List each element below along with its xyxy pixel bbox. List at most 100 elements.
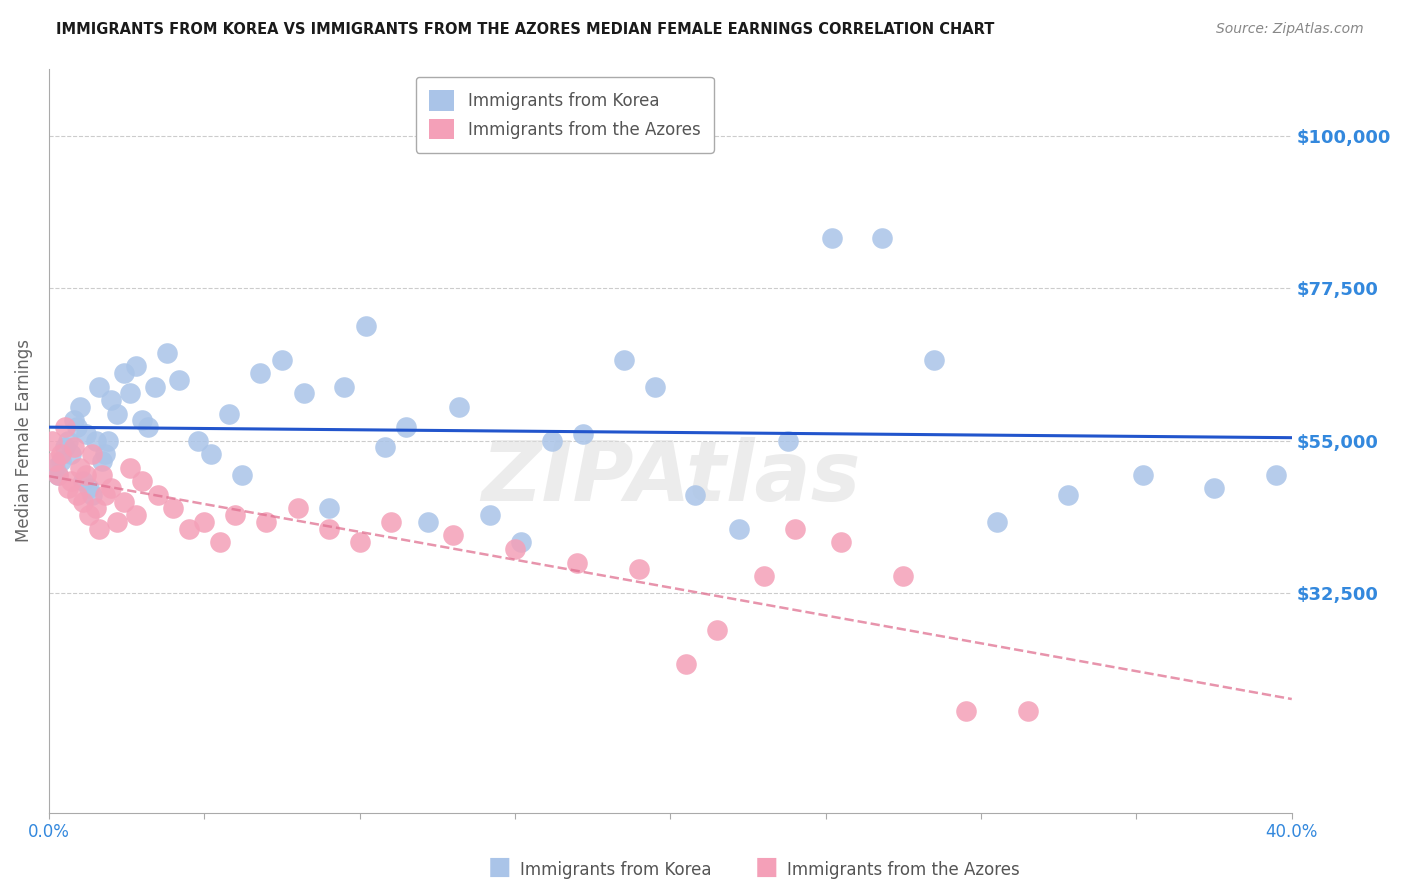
Point [292,386,315,401]
Point [333,379,356,393]
Text: N =: N = [546,93,578,111]
Point [125,508,148,523]
Point [479,508,502,523]
Point [72,475,94,489]
Point [628,562,651,576]
Point [44,460,66,475]
Point [66,420,89,434]
Point [986,515,1008,529]
Point [90,467,112,482]
Point [100,481,122,495]
Point [752,569,775,583]
Point [112,366,135,380]
Point [131,475,153,489]
Point [354,318,377,333]
Point [66,488,89,502]
Text: IMMIGRANTS FROM KOREA VS IMMIGRANTS FROM THE AZORES MEDIAN FEMALE EARNINGS CORRE: IMMIGRANTS FROM KOREA VS IMMIGRANTS FROM… [56,22,994,37]
Point [727,522,749,536]
Text: Immigrants from Korea: Immigrants from Korea [520,861,711,879]
Point [69,400,91,414]
Text: 47: 47 [581,125,605,143]
Point [821,230,844,244]
Point [94,447,117,461]
Point [1265,467,1288,482]
Point [84,501,107,516]
Point [572,426,595,441]
Point [53,420,76,434]
Point [924,352,946,367]
Point [231,467,253,482]
Text: ZIPAtlas: ZIPAtlas [481,437,860,518]
Point [449,400,471,414]
Y-axis label: Median Female Earnings: Median Female Earnings [15,339,32,542]
Text: -0.204: -0.204 [481,125,541,143]
Point [69,460,91,475]
Point [100,393,122,408]
Point [503,541,526,556]
Point [565,556,588,570]
Text: 0.028: 0.028 [481,93,534,111]
Point [271,352,294,367]
Point [105,515,128,529]
Point [75,426,97,441]
Point [318,522,340,536]
Text: 59: 59 [581,93,605,111]
Point [193,515,215,529]
Text: N =: N = [546,125,578,143]
Point [41,434,63,448]
Point [46,467,69,482]
Point [79,508,101,523]
Point [131,413,153,427]
Point [893,569,915,583]
Point [97,434,120,448]
Point [82,488,104,502]
Point [256,515,278,529]
Text: ■: ■ [755,855,778,879]
Point [510,535,533,549]
Point [1057,488,1080,502]
Point [1204,481,1226,495]
Point [187,434,209,448]
Point [112,494,135,508]
Point [1017,705,1039,719]
Text: Immigrants from the Azores: Immigrants from the Azores [787,861,1021,879]
Point [56,481,79,495]
Point [56,434,79,448]
Point [146,488,169,502]
Point [63,413,86,427]
Point [46,467,69,482]
Text: Source: ZipAtlas.com: Source: ZipAtlas.com [1216,22,1364,37]
Text: R =: R = [444,93,475,111]
Point [87,522,110,536]
Point [94,488,117,502]
Legend: Immigrants from Korea, Immigrants from the Azores: Immigrants from Korea, Immigrants from t… [416,77,714,153]
Point [224,508,246,523]
Point [51,447,73,461]
Point [82,447,104,461]
Point [395,420,418,434]
Point [830,535,852,549]
Point [675,657,697,671]
Point [200,447,222,461]
Point [125,359,148,374]
Point [373,441,395,455]
Point [162,501,184,516]
Point [318,501,340,516]
Point [72,494,94,508]
Point [683,488,706,502]
Point [249,366,271,380]
Point [218,407,240,421]
Text: ■: ■ [488,855,510,879]
Point [118,460,141,475]
Point [59,475,82,489]
Text: R =: R = [444,125,475,143]
Point [79,481,101,495]
Point [177,522,200,536]
Point [87,379,110,393]
Point [416,515,439,529]
Point [169,373,191,387]
Point [84,434,107,448]
Point [1132,467,1154,482]
Point [644,379,666,393]
Point [541,434,564,448]
